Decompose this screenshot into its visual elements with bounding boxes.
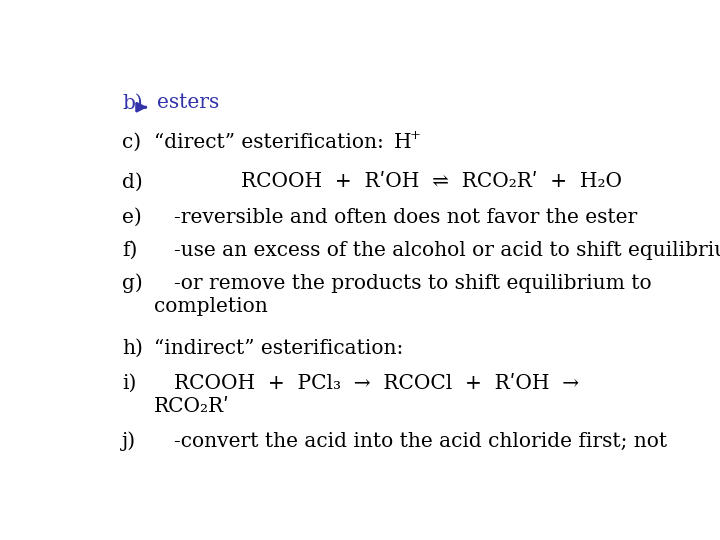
Text: h): h) bbox=[122, 339, 143, 358]
Text: -reversible and often does not favor the ester: -reversible and often does not favor the… bbox=[174, 208, 637, 227]
Text: “indirect” esterification:: “indirect” esterification: bbox=[154, 339, 403, 358]
Text: -or remove the products to shift equilibrium to: -or remove the products to shift equilib… bbox=[174, 274, 652, 293]
Text: e): e) bbox=[122, 208, 142, 227]
Text: b): b) bbox=[122, 93, 143, 112]
Text: -use an excess of the alcohol or acid to shift equilibrium: -use an excess of the alcohol or acid to… bbox=[174, 241, 720, 260]
Text: g): g) bbox=[122, 274, 143, 293]
Text: f): f) bbox=[122, 241, 138, 260]
Text: d): d) bbox=[122, 172, 143, 192]
Text: +: + bbox=[410, 129, 420, 142]
Text: RCOOH  +  RʹOH  ⇌  RCO₂Rʹ  +  H₂O: RCOOH + RʹOH ⇌ RCO₂Rʹ + H₂O bbox=[240, 172, 621, 192]
Text: -convert the acid into the acid chloride first; not: -convert the acid into the acid chloride… bbox=[174, 433, 667, 451]
Text: c): c) bbox=[122, 133, 142, 152]
Text: j): j) bbox=[122, 431, 137, 451]
Text: completion: completion bbox=[154, 297, 268, 316]
Text: H: H bbox=[394, 133, 412, 152]
Text: “direct” esterification:: “direct” esterification: bbox=[154, 133, 384, 152]
Text: RCOOH  +  PCl₃  →  RCOCl  +  RʹOH  →: RCOOH + PCl₃ → RCOCl + RʹOH → bbox=[174, 374, 579, 393]
Text: esters: esters bbox=[157, 93, 219, 112]
Text: i): i) bbox=[122, 374, 137, 393]
Text: RCO₂Rʹ: RCO₂Rʹ bbox=[154, 397, 230, 416]
